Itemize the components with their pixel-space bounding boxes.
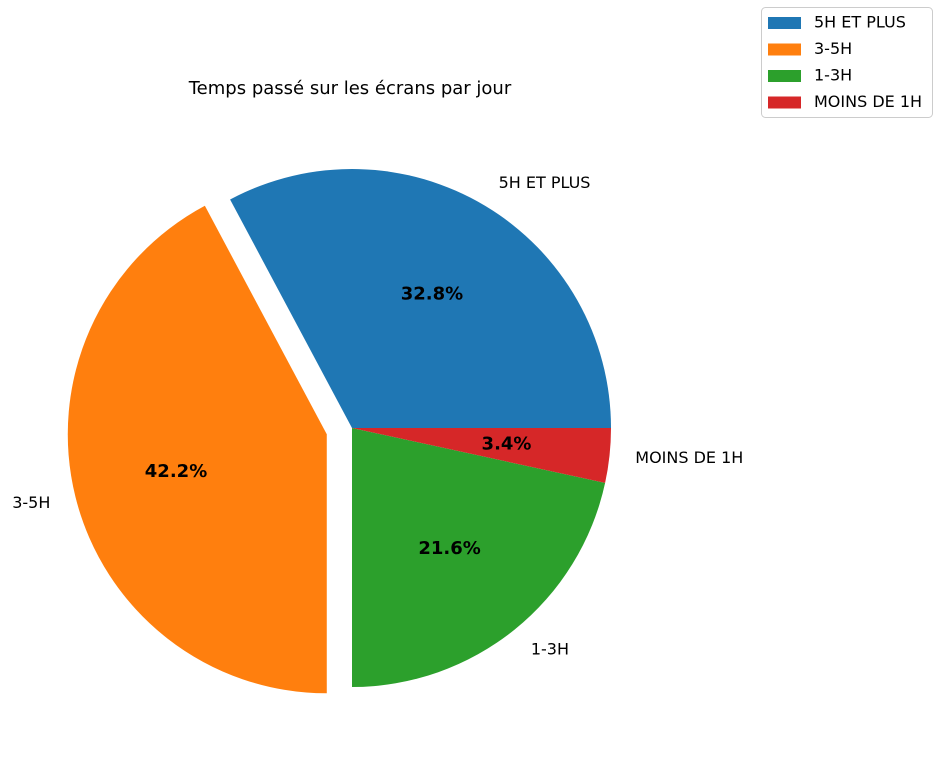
chart-title: Temps passé sur les écrans par jour — [188, 78, 512, 99]
pie-slice-moins-de-1h — [352, 428, 611, 483]
legend: 5H ET PLUS 3-5H 1-3H MOINS DE 1H — [761, 7, 933, 118]
legend-swatch-moins-de-1h — [768, 96, 801, 109]
pie-slice-3-5h — [67, 205, 327, 694]
legend-label-1-3h: 1-3H — [814, 66, 852, 85]
legend-swatch-3-5h — [768, 43, 801, 56]
slice-label-1-3h: 1-3H — [531, 639, 569, 658]
legend-swatch-5h-et-plus — [768, 17, 801, 29]
slice-label-moins-de-1h: MOINS DE 1H — [635, 448, 743, 467]
pie-slice-5h-et-plus — [230, 168, 611, 428]
pie-labels: 5H ET PLUS 32.8% 3-5H 42.2% 1-3H 21.6% MOINS D… — [12, 173, 743, 658]
slice-label-5h-et-plus: 5H ET PLUS — [499, 173, 591, 192]
legend-frame — [761, 7, 933, 118]
legend-label-3-5h: 3-5H — [814, 39, 852, 58]
legend-label-moins-de-1h: MOINS DE 1H — [814, 92, 922, 111]
legend-label-5h-et-plus: 5H ET PLUS — [814, 13, 906, 32]
pie-slice-1-3h — [352, 428, 606, 687]
pct-label-1-3h: 21.6% — [418, 538, 480, 559]
pct-label-5h-et-plus: 32.8% — [401, 284, 463, 305]
pct-label-3-5h: 42.2% — [145, 461, 207, 482]
pie-slices — [67, 168, 611, 694]
slice-label-3-5h: 3-5H — [12, 493, 50, 512]
pct-label-moins-de-1h: 3.4% — [482, 434, 532, 455]
legend-swatch-1-3h — [768, 70, 801, 82]
